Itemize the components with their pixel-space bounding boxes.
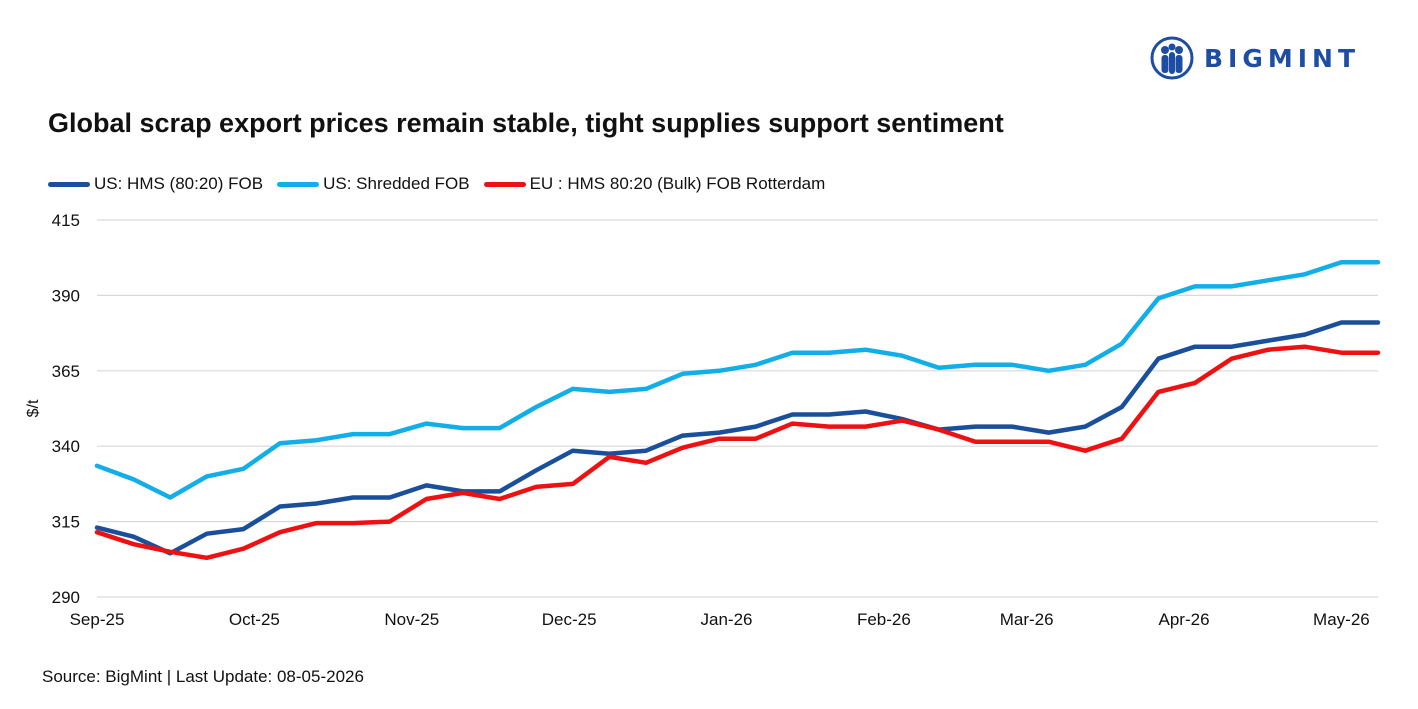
legend-item-1: US: HMS (80:20) FOB (48, 174, 263, 194)
logo-text: BIGMINT (1204, 43, 1361, 73)
series-line-1 (94, 320, 1381, 556)
legend-label: US: HMS (80:20) FOB (94, 174, 264, 193)
legend-swatch (48, 181, 90, 187)
y-tick-label: 415 (52, 211, 80, 230)
source-note: Source: BigMint | Last Update: 08-05-202… (42, 667, 364, 686)
people-circle-icon (1150, 36, 1194, 80)
y-tick-label: 390 (52, 286, 80, 305)
y-tick-label: 315 (52, 513, 80, 532)
series-line-3 (94, 344, 1381, 561)
legend-swatch (483, 181, 526, 187)
x-tick-label: Apr-26 (1159, 610, 1210, 629)
x-tick-label: May-26 (1313, 610, 1370, 629)
legend-label: US: Shredded FOB (323, 174, 470, 193)
x-tick-label: Oct-25 (229, 610, 280, 629)
x-tick-label: Jan-26 (701, 610, 753, 629)
y-axis-label: $/t (25, 399, 42, 417)
legend-item-2: US: Shredded FOB (277, 174, 470, 194)
bigmint-logo: BIGMINT (1150, 36, 1360, 80)
x-tick-label: Dec-25 (542, 610, 597, 629)
y-tick-label: 340 (52, 437, 80, 456)
legend-label: EU : HMS 80:20 (Bulk) FOB Rotterdam (529, 174, 826, 193)
y-tick-label: 365 (52, 362, 80, 381)
y-tick-label: 290 (52, 588, 80, 607)
x-tick-label: Mar-26 (1000, 610, 1054, 629)
chart-title: Global scrap export prices remain stable… (48, 108, 1004, 138)
x-tick-label: Feb-26 (857, 610, 911, 629)
legend-item-3: EU : HMS 80:20 (Bulk) FOB Rotterdam (483, 174, 826, 194)
x-tick-label: Sep-25 (70, 610, 125, 629)
chart-legend: US: HMS (80:20) FOB US: Shredded FOB EU : … (48, 174, 839, 194)
series-line-2 (94, 259, 1381, 500)
legend-swatch (277, 181, 320, 187)
x-tick-label: Nov-25 (384, 610, 439, 629)
